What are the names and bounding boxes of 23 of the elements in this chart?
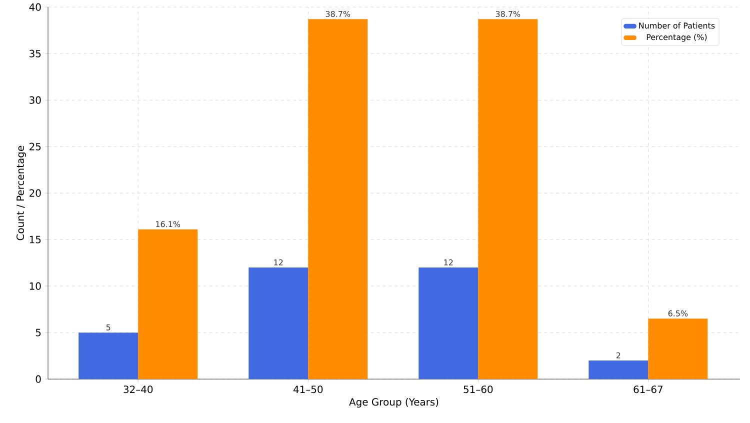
x-tick-label: 41–50 bbox=[293, 386, 323, 394]
bar bbox=[648, 318, 708, 380]
bar bbox=[478, 19, 538, 380]
bar bbox=[588, 360, 648, 380]
y-tick-label: 35 bbox=[30, 50, 41, 58]
bar bbox=[138, 229, 198, 380]
x-tick-label: 32–40 bbox=[124, 386, 153, 394]
y-tick-label: 15 bbox=[30, 236, 41, 244]
y-axis-title: Count / Percentage bbox=[16, 146, 26, 240]
bar bbox=[418, 267, 478, 380]
bar bbox=[248, 267, 308, 380]
x-tick-label: 61–67 bbox=[634, 386, 662, 394]
x-axis-title: Age Group (Years) bbox=[349, 398, 438, 408]
y-tick-label: 20 bbox=[30, 189, 41, 197]
y-tick-label: 40 bbox=[29, 3, 41, 11]
y-tick-label: 5 bbox=[36, 328, 41, 336]
y-tick-label: 30 bbox=[30, 96, 41, 104]
y-tick-label: 25 bbox=[30, 142, 41, 150]
x-tick-label: 51–60 bbox=[464, 386, 493, 394]
y-tick-label: 0 bbox=[36, 375, 41, 383]
bar bbox=[78, 332, 138, 380]
y-tick-label: 10 bbox=[30, 282, 41, 290]
bar bbox=[308, 19, 368, 380]
